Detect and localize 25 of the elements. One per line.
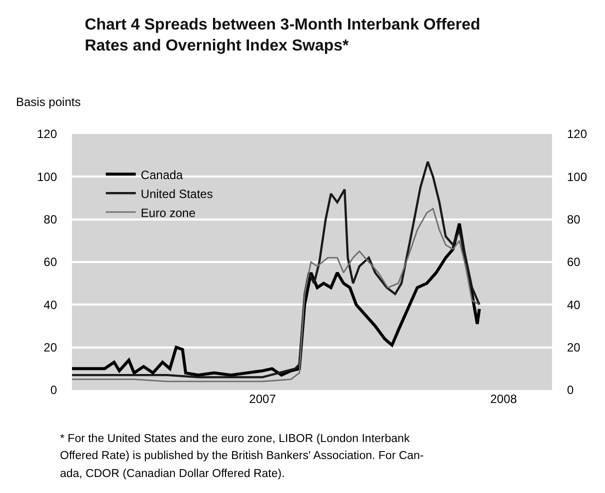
y2-tick-label: 100 (567, 170, 588, 184)
y2-tick-label: 40 (567, 298, 581, 312)
text: Offered Rate) is published by the British Bankers' Association. For Can- (60, 450, 424, 462)
legend-label: Euro zone (140, 206, 196, 220)
y2-tick-label: 20 (567, 340, 581, 355)
y-tick-label: 40 (44, 298, 58, 312)
x-tick-label: 2008 (490, 392, 518, 406)
y2-tick-label: 0 (567, 383, 574, 398)
y-tick-label: 60 (44, 255, 58, 270)
line-series (72, 160, 480, 378)
y-tick-label: 0 (50, 383, 58, 398)
y-tick-label: 100 (36, 170, 58, 184)
legend-label: Canada (140, 168, 184, 182)
y-tick-label: 80 (44, 212, 58, 227)
chart-title: Chart 4 Spreads between 3-Month Interbank Offered Rates and Overnight Index Swaps* (84, 16, 480, 54)
legend-label: United States (140, 186, 213, 201)
y2-tick-label: 80 (567, 212, 581, 227)
y2-tick-label: 120 (567, 127, 588, 142)
y-tick-label: 20 (44, 340, 58, 355)
text: * For the United States and the euro zone, LIBOR (London Interbank (60, 433, 410, 445)
y2-tick-label: 60 (567, 255, 581, 270)
y-tick-label: 120 (36, 127, 58, 142)
text: ada, CDOR (Canadian Dollar Offered Rate). (60, 468, 285, 480)
x-tick-label: 2007 (249, 392, 276, 406)
y-axis-title: Basis points (16, 95, 81, 109)
